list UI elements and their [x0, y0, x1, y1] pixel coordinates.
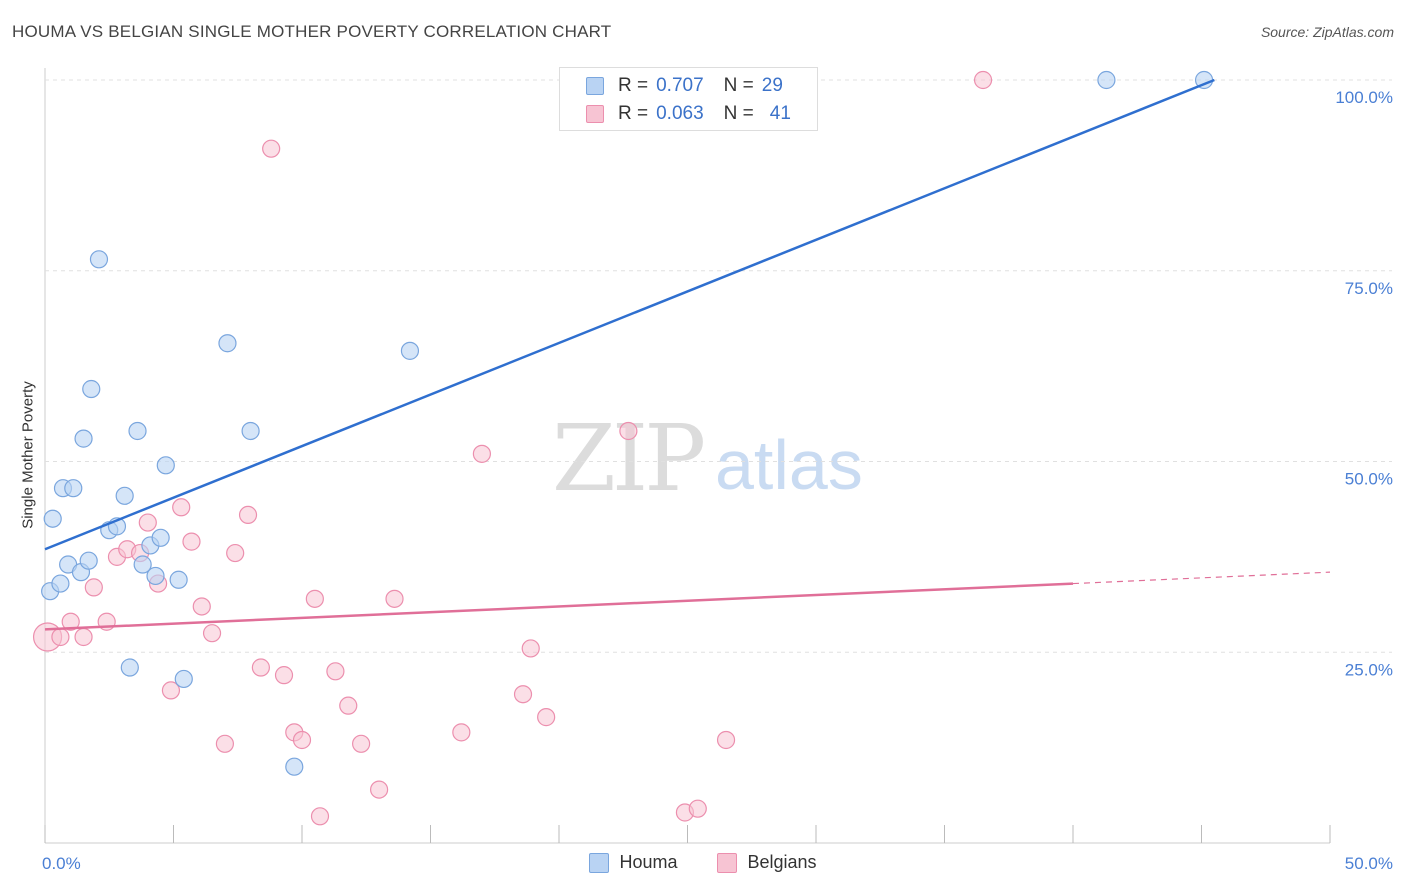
belgians-point: [385, 589, 404, 608]
belgians-point: [172, 498, 191, 517]
belgians-point: [305, 589, 324, 608]
houma-point: [64, 479, 83, 498]
legend-r-value-houma: 0.707: [656, 75, 704, 96]
y-tick-label: 100.0%: [1335, 88, 1393, 107]
series-legend-houma[interactable]: Houma: [589, 852, 677, 873]
belgians-point: [215, 734, 234, 753]
houma-point: [74, 429, 93, 448]
belgians-point: [51, 627, 70, 647]
belgians-point: [138, 513, 157, 532]
belgians-trend-extension: [1072, 571, 1331, 585]
belgians-trend-line: [44, 582, 1074, 631]
houma-point: [146, 566, 165, 586]
y-tick-label: 25.0%: [1345, 660, 1393, 679]
belgians-point: [521, 639, 540, 658]
legend-n-value-belgians: 41: [769, 103, 791, 124]
legend-swatch-belgians: [586, 105, 604, 123]
series-legend: Houma Belgians: [0, 852, 1406, 873]
houma-trend-line: [44, 78, 1215, 551]
houma-point: [51, 574, 70, 593]
houma-point: [43, 509, 62, 528]
x-tick-label: 50.0%: [1345, 854, 1393, 873]
belgians-point: [973, 70, 993, 90]
houma-point: [128, 421, 147, 441]
stats-legend: R = 0.707 N = 29 R = 0.063 N = 41: [559, 67, 818, 131]
belgians-point: [251, 658, 270, 677]
houma-point: [120, 658, 139, 677]
legend-row-houma: R = 0.707 N = 29: [586, 73, 783, 99]
houma-point: [156, 456, 175, 475]
belgians-point: [310, 807, 330, 826]
houma-swatch: [589, 852, 610, 873]
houma-point: [174, 669, 193, 689]
series-legend-belgians[interactable]: Belgians: [717, 852, 817, 873]
houma-point: [400, 341, 420, 360]
houma-point: [285, 757, 304, 776]
belgians-legend-label: Belgians: [747, 852, 817, 872]
legend-swatch-houma: [586, 77, 604, 95]
belgians-point: [326, 662, 345, 681]
belgians-point: [226, 543, 245, 563]
legend-r-label: R =: [618, 75, 649, 96]
belgians-point: [513, 685, 533, 704]
belgians-point: [352, 734, 371, 753]
houma-point: [151, 528, 170, 547]
belgians-point: [74, 627, 93, 647]
belgians-point: [339, 696, 358, 715]
belgians-point: [61, 612, 80, 631]
belgians-point: [202, 624, 222, 643]
houma-point: [1097, 70, 1116, 90]
belgians-point: [182, 532, 201, 551]
legend-n-label: N =: [723, 103, 754, 124]
belgians-point: [452, 723, 471, 742]
legend-r-value-belgians: 0.063: [656, 103, 704, 124]
houma-legend-label: Houma: [619, 852, 678, 872]
belgians-point: [274, 666, 294, 685]
belgians-point: [688, 799, 707, 818]
houma-point: [89, 250, 109, 269]
belgians-point: [84, 578, 103, 597]
x-tick-label: 0.0%: [42, 854, 81, 873]
belgians-point: [619, 421, 638, 441]
houma-point: [82, 379, 101, 399]
houma-point: [218, 334, 237, 353]
houma-point: [241, 421, 260, 441]
houma-point: [115, 486, 134, 505]
belgians-point: [238, 505, 258, 525]
legend-row-belgians: R = 0.063 N = 41: [586, 101, 791, 127]
y-tick-label: 75.0%: [1345, 279, 1393, 298]
belgians-point: [161, 681, 181, 700]
y-tick-label: 50.0%: [1345, 470, 1393, 489]
legend-r-label: R =: [618, 103, 649, 124]
houma-point: [169, 570, 188, 589]
belgians-point: [262, 139, 281, 158]
watermark-atlas: atlas: [715, 426, 863, 504]
belgians-point: [292, 730, 312, 750]
belgians-swatch: [717, 852, 738, 873]
houma-point: [133, 555, 152, 574]
houma-point: [79, 551, 98, 570]
source-label: Source: ZipAtlas.com: [1260, 24, 1394, 40]
legend-n-value-houma: 29: [761, 75, 783, 96]
belgians-point: [716, 730, 736, 750]
belgians-point: [370, 780, 389, 799]
belgians-point: [192, 597, 211, 616]
chart-title: HOUMA VS BELGIAN SINGLE MOTHER POVERTY C…: [12, 22, 612, 41]
belgians-point: [537, 708, 556, 727]
legend-n-label: N =: [723, 75, 754, 96]
belgians-point: [472, 444, 491, 463]
